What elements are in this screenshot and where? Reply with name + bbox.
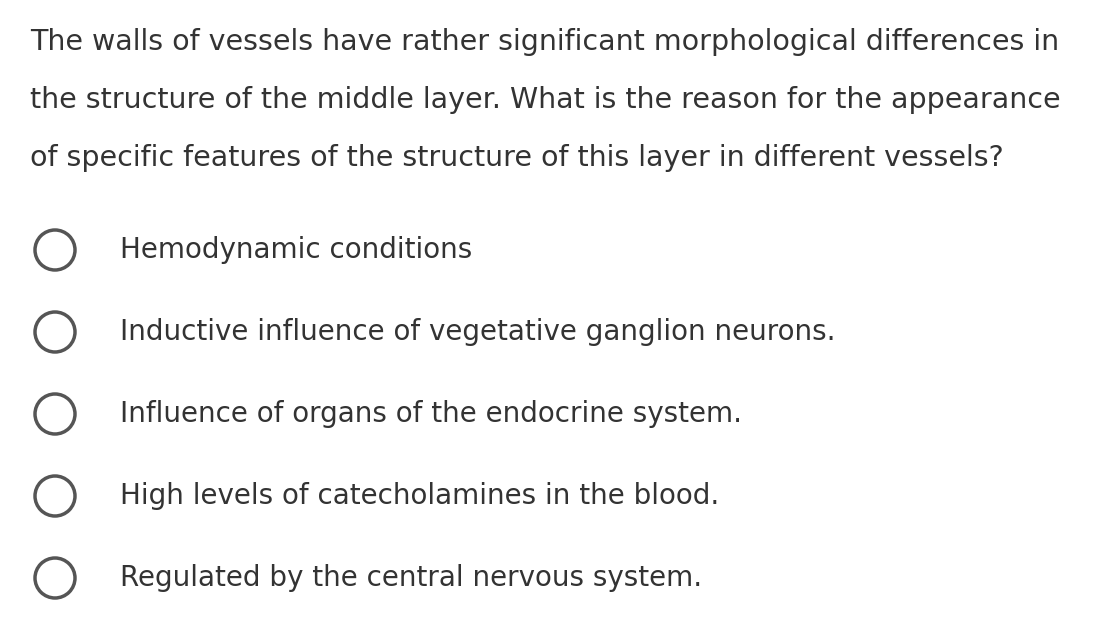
Text: of specific features of the structure of this layer in different vessels?: of specific features of the structure of… [30,144,1004,172]
Text: Influence of organs of the endocrine system.: Influence of organs of the endocrine sys… [120,400,742,428]
Text: the structure of the middle layer. What is the reason for the appearance: the structure of the middle layer. What … [30,86,1061,114]
Text: Regulated by the central nervous system.: Regulated by the central nervous system. [120,564,702,592]
Text: Inductive influence of vegetative ganglion neurons.: Inductive influence of vegetative gangli… [120,318,835,346]
Text: The walls of vessels have rather significant morphological differences in: The walls of vessels have rather signifi… [30,28,1059,56]
Text: High levels of catecholamines in the blood.: High levels of catecholamines in the blo… [120,482,719,510]
Text: Hemodynamic conditions: Hemodynamic conditions [120,236,473,264]
